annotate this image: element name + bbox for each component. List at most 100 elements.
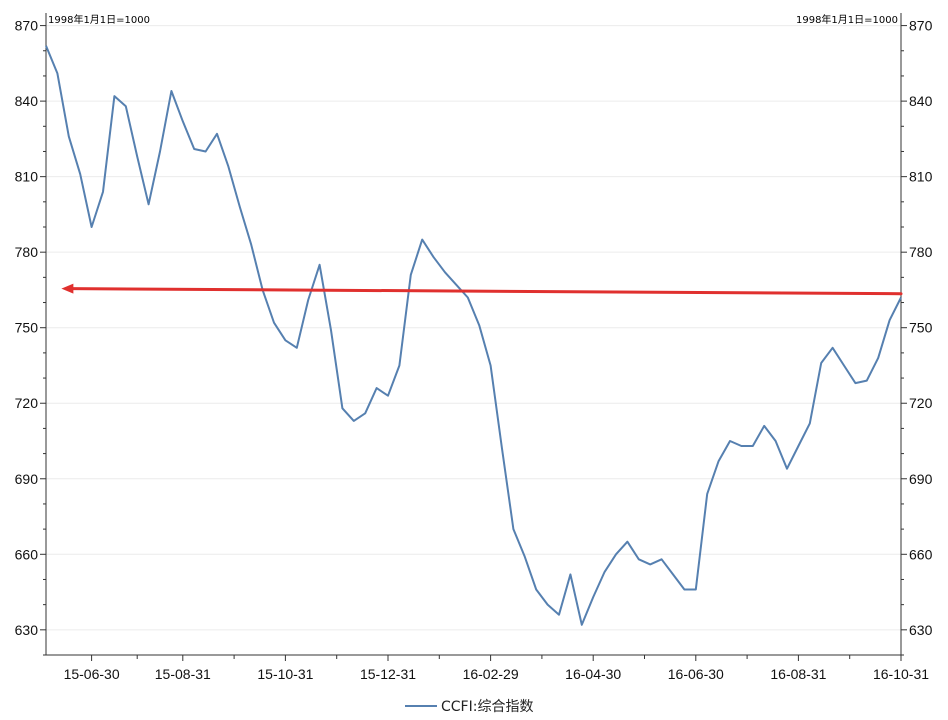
data-point-61 — [741, 445, 743, 447]
y-tick-label-left-870: 870 — [15, 18, 39, 34]
data-point-38 — [478, 324, 480, 326]
data-point-62 — [752, 445, 754, 447]
data-point-24 — [319, 264, 321, 266]
data-point-60 — [729, 440, 731, 442]
data-point-5 — [102, 191, 104, 193]
data-point-27 — [353, 420, 355, 422]
x-tick-label-4: 16-02-29 — [463, 666, 519, 682]
data-point-63 — [763, 425, 765, 427]
data-point-36 — [456, 284, 458, 286]
annotation-arrow-head-0 — [61, 283, 74, 294]
data-point-42 — [524, 556, 526, 558]
y-tick-label-right-870: 870 — [909, 18, 933, 34]
data-point-20 — [273, 322, 275, 324]
data-point-73 — [877, 357, 879, 359]
data-point-40 — [501, 448, 503, 450]
data-point-13 — [193, 148, 195, 150]
y-tick-label-right-720: 720 — [909, 395, 933, 411]
data-point-64 — [775, 440, 777, 442]
data-point-37 — [467, 297, 469, 299]
data-point-21 — [285, 339, 287, 341]
data-point-29 — [376, 387, 378, 389]
x-tick-label-5: 16-04-30 — [565, 666, 621, 682]
data-point-57 — [695, 589, 697, 591]
data-point-15 — [216, 133, 218, 135]
data-point-66 — [798, 445, 800, 447]
data-point-33 — [421, 239, 423, 241]
data-point-49 — [604, 571, 606, 573]
y-tick-label-right-690: 690 — [909, 471, 933, 487]
data-point-39 — [490, 365, 492, 367]
unit-note-left: 1998年1月1日=1000 — [48, 13, 150, 26]
data-point-31 — [399, 365, 401, 367]
data-point-28 — [364, 413, 366, 415]
y-tick-label-right-840: 840 — [909, 93, 933, 109]
data-point-65 — [786, 468, 788, 470]
y-tick-label-right-660: 660 — [909, 546, 933, 562]
data-point-16 — [228, 166, 230, 168]
data-point-53 — [649, 564, 651, 566]
unit-note-right: 1998年1月1日=1000 — [796, 13, 898, 26]
y-tick-label-left-720: 720 — [15, 395, 39, 411]
data-point-54 — [661, 559, 663, 561]
data-point-44 — [547, 604, 549, 606]
data-point-23 — [307, 299, 309, 301]
y-tick-label-left-840: 840 — [15, 93, 39, 109]
data-point-52 — [638, 559, 640, 561]
data-point-34 — [433, 256, 435, 258]
y-tick-label-left-780: 780 — [15, 244, 39, 260]
series-layer — [45, 45, 902, 626]
data-point-30 — [387, 395, 389, 397]
data-point-25 — [330, 329, 332, 331]
data-point-9 — [148, 204, 150, 206]
x-tick-label-6: 16-06-30 — [668, 666, 724, 682]
y-tick-label-left-690: 690 — [15, 471, 39, 487]
data-point-0 — [45, 45, 47, 47]
data-point-70 — [843, 365, 845, 367]
data-point-10 — [159, 151, 161, 153]
data-point-11 — [171, 90, 173, 92]
data-point-17 — [239, 206, 241, 208]
y-tick-label-right-750: 750 — [909, 320, 933, 336]
y-tick-label-left-660: 660 — [15, 546, 39, 562]
data-point-67 — [809, 423, 811, 425]
data-point-32 — [410, 274, 412, 276]
x-tick-label-0: 15-06-30 — [64, 666, 120, 682]
data-point-45 — [558, 614, 560, 616]
data-point-47 — [581, 624, 583, 626]
data-point-58 — [706, 493, 708, 495]
data-point-35 — [444, 272, 446, 274]
y-axis-ticks: 630 630 660 660 690 690 720 720 750 750 780 780 810 8… — [15, 18, 933, 656]
data-point-71 — [855, 382, 857, 384]
y-tick-label-right-810: 810 — [909, 169, 933, 185]
gridlines — [46, 25, 901, 631]
data-point-75 — [900, 297, 902, 299]
data-point-7 — [125, 105, 127, 107]
data-point-18 — [250, 244, 252, 246]
data-point-14 — [205, 151, 207, 153]
data-point-59 — [718, 460, 720, 462]
y-tick-label-left-630: 630 — [15, 622, 39, 638]
x-tick-label-8: 16-10-31 — [873, 666, 929, 682]
data-point-69 — [832, 347, 834, 349]
data-point-1 — [57, 73, 59, 75]
axes — [45, 13, 902, 656]
legend: CCFI:综合指数 — [405, 699, 533, 715]
data-point-6 — [114, 95, 116, 97]
data-point-50 — [615, 553, 617, 555]
data-point-26 — [342, 407, 344, 409]
data-point-43 — [535, 589, 537, 591]
x-tick-label-7: 16-08-31 — [770, 666, 826, 682]
y-tick-label-right-780: 780 — [909, 244, 933, 260]
x-axis-ticks: 15-06-30 15-08-31 15-10-31 15-12-31 16-02-29… — [64, 655, 929, 682]
data-point-22 — [296, 347, 298, 349]
data-point-72 — [866, 380, 868, 382]
data-point-41 — [513, 528, 515, 530]
data-point-56 — [684, 589, 686, 591]
annotation-arrow-shaft-0 — [69, 287, 903, 296]
data-point-3 — [79, 173, 81, 175]
data-point-4 — [91, 226, 93, 228]
data-point-12 — [182, 120, 184, 122]
data-point-8 — [136, 156, 138, 158]
y-tick-label-left-750: 750 — [15, 320, 39, 336]
